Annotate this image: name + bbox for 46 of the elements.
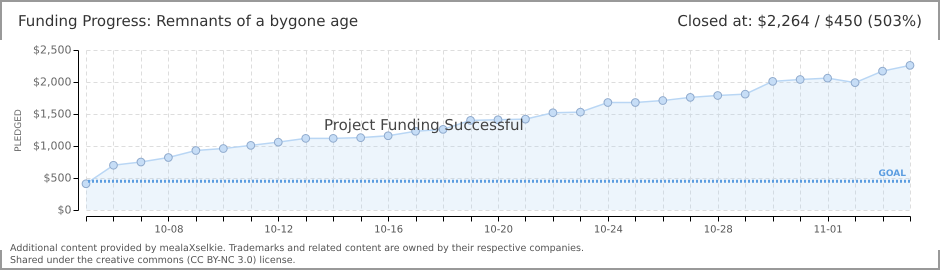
point	[850, 78, 860, 88]
chart-subtitle: Closed at: $2,264 / $450 (503%)	[677, 12, 922, 32]
x-tick-label: 10-12	[264, 224, 294, 236]
point	[686, 92, 695, 102]
point	[878, 66, 887, 76]
point	[630, 98, 640, 107]
chart-title: Funding Progress: Remnants of a bygone age	[18, 12, 358, 32]
y-tick-label: $2,500	[33, 44, 72, 56]
x-tick-label: 10-28	[704, 224, 733, 236]
x-tick-label: 10-16	[374, 224, 404, 236]
point	[796, 75, 805, 84]
point	[164, 153, 173, 162]
y-tick-label: $1,000	[33, 140, 72, 152]
point	[576, 108, 585, 116]
point	[768, 76, 778, 86]
point	[328, 134, 338, 143]
point	[906, 60, 914, 70]
annotation: Project Funding Successful	[324, 116, 524, 134]
point	[356, 133, 366, 142]
point	[136, 158, 146, 166]
point	[301, 134, 310, 143]
point	[603, 98, 612, 107]
y-tick-label: $500	[44, 172, 72, 184]
x-tick-label: 10-20	[484, 224, 514, 236]
x-tick-label: 10-24	[594, 224, 623, 236]
point	[109, 160, 118, 170]
text: Shared under the creative commons (CC BY-NC 3.0) license.	[10, 255, 297, 267]
point	[658, 96, 668, 105]
y-axis-title: PLEDGED	[14, 109, 24, 152]
point	[82, 179, 90, 188]
point	[548, 108, 558, 118]
point	[521, 114, 530, 124]
point	[218, 144, 228, 153]
point	[713, 91, 722, 100]
point	[274, 138, 283, 147]
point	[191, 146, 200, 155]
ref-line-label: GOAL	[878, 169, 906, 180]
y-tick-label: $1,500	[33, 108, 72, 120]
point	[246, 140, 256, 150]
x-tick-label: 11-01	[814, 224, 843, 236]
point	[740, 90, 750, 99]
x-tick-label: 10-08	[154, 224, 184, 236]
point	[823, 74, 832, 83]
y-tick-label: $2,000	[33, 76, 72, 88]
text: Additional content provided by mealaXselkie. Trademarks and related content are owned by their respective companies.	[10, 243, 584, 255]
y-tick-label: $0	[58, 204, 72, 216]
